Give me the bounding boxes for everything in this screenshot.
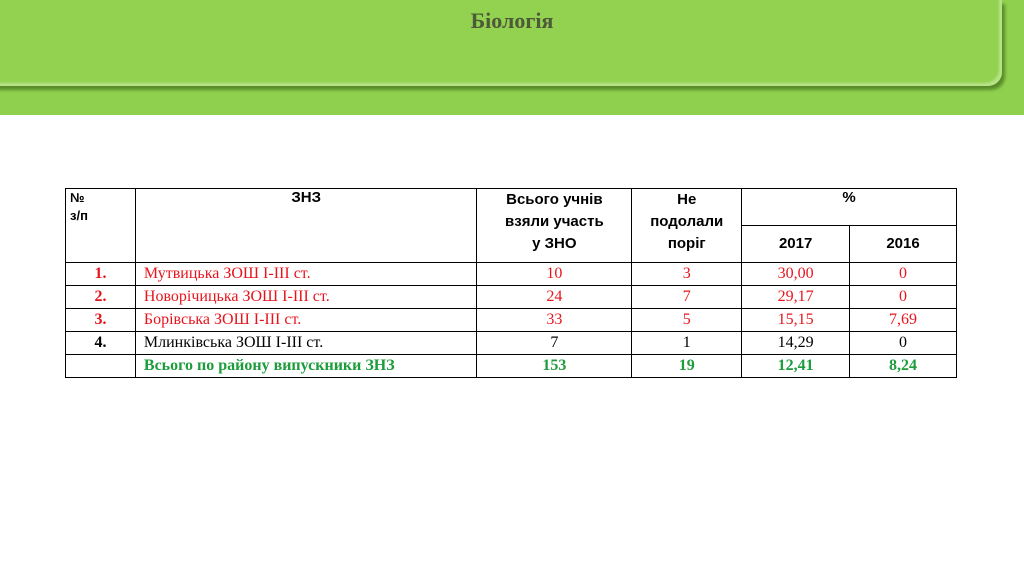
cell: 0 [849,285,957,309]
table-row: 1. Мутвицька ЗОШ І-ІІІ ст. 10 3 30,00 0 [65,262,957,286]
cell: 3. [65,308,136,332]
results-table: № з/п ЗНЗ Всього учнів взяли участь у ЗН… [65,188,957,378]
col-header: Всього учнів взяли участь у ЗНО [476,188,633,263]
cell: 8,24 [849,354,957,378]
cell: 12,41 [741,354,851,378]
cell: 2. [65,285,136,309]
col-header: № з/п [65,188,136,263]
cell: 3 [631,262,743,286]
cell: 7,69 [849,308,957,332]
cell: 0 [849,262,957,286]
cell: 7 [631,285,743,309]
cell: 19 [631,354,743,378]
cell: 1. [65,262,136,286]
header-row: № з/п ЗНЗ Всього учнів взяли участь у ЗН… [65,188,957,263]
table-body: 1. Мутвицька ЗОШ І-ІІІ ст. 10 3 30,00 0 2. Ново… [65,262,957,378]
cell: 14,29 [741,331,851,355]
cell: 1 [631,331,743,355]
title: Біологія [470,8,554,33]
subcol-header: 2016 [849,225,957,263]
cell: 5 [631,308,743,332]
cell: Всього по району випускники ЗНЗ [134,354,478,378]
cell [65,354,136,378]
total-row: Всього по району випускники ЗНЗ 153 19 12,4… [65,354,957,378]
col-header: ЗНЗ [134,188,478,263]
cell: 153 [476,354,633,378]
header-box [0,0,1002,86]
cell: Борівська ЗОШ І-ІІІ ст. [134,308,478,332]
subheader-row: 2017 2016 [66,225,957,263]
cell: Млинківська ЗОШ І-ІІІ ст. [134,331,478,355]
cell: 15,15 [741,308,851,332]
cell: 30,00 [741,262,851,286]
cell: 10 [476,262,633,286]
col-header: % [741,188,957,226]
cell: 7 [476,331,633,355]
cell: 29,17 [741,285,851,309]
cell: 33 [476,308,633,332]
subcol-header: 2017 [741,225,851,263]
table-row: 3. Борівська ЗОШ І-ІІІ ст. 33 5 15,15 7,69 [65,308,957,332]
table-row: 4. Млинківська ЗОШ І-ІІІ ст. 7 1 14,29 0 [65,331,957,355]
cell: Новорічицька ЗОШ І-ІІІ ст. [134,285,478,309]
cell: 4. [65,331,136,355]
cell: 0 [849,331,957,355]
table-row: 2. Новорічицька ЗОШ І-ІІІ ст. 24 7 29,17 0 [65,285,957,309]
cell: 24 [476,285,633,309]
cell: Мутвицька ЗОШ І-ІІІ ст. [134,262,478,286]
col-header: Не подолали поріг [631,188,743,263]
